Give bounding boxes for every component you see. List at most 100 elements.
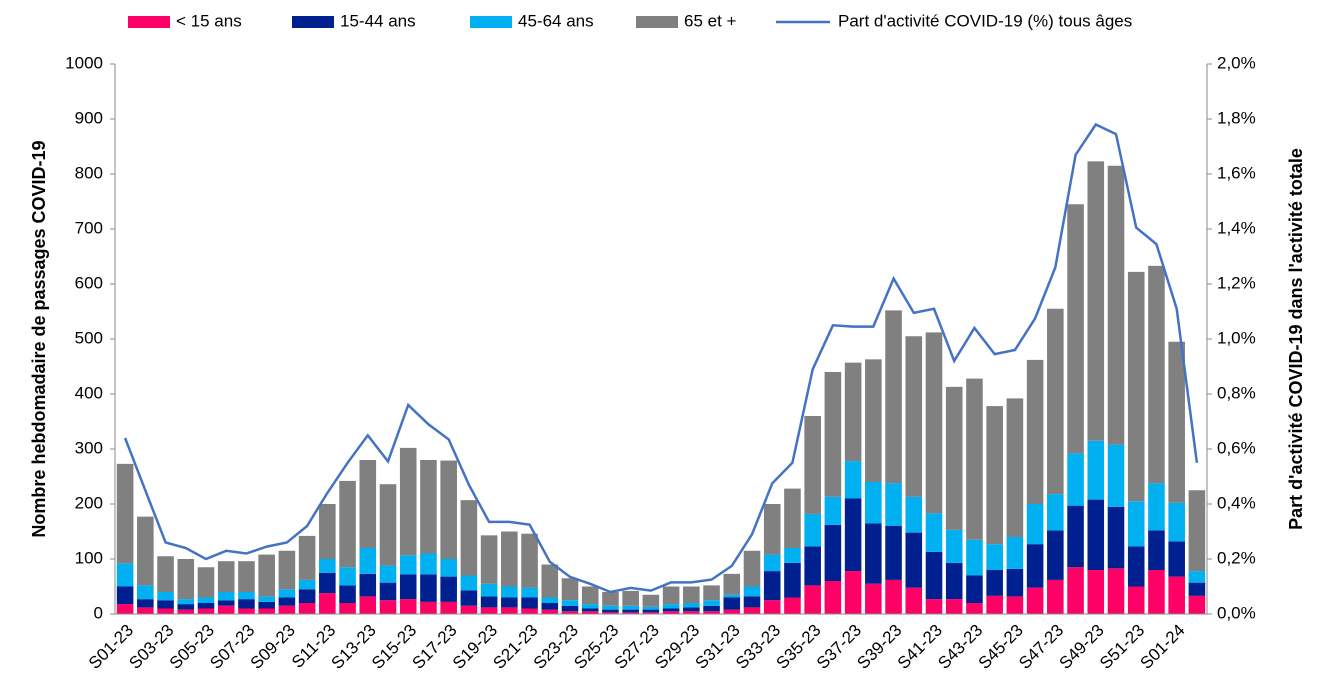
bar-segment bbox=[885, 526, 902, 580]
bar-segment bbox=[460, 500, 478, 576]
bar-segment bbox=[662, 586, 680, 605]
bar-segment bbox=[440, 601, 457, 614]
bar-segment bbox=[238, 599, 255, 609]
bar-segment bbox=[763, 600, 781, 614]
bar-segment bbox=[359, 596, 377, 614]
bar-segment bbox=[238, 592, 255, 600]
bar-segment bbox=[399, 574, 417, 600]
bar-segment bbox=[602, 592, 619, 606]
y2-tick-label: 2,0% bbox=[1217, 53, 1256, 72]
bar-segment bbox=[359, 548, 377, 574]
x-tick-label: S05-23 bbox=[166, 621, 218, 673]
bar-segment bbox=[460, 605, 478, 614]
bar-segment bbox=[743, 586, 761, 597]
x-tick-label: S25-23 bbox=[570, 621, 622, 673]
bar-segment bbox=[480, 535, 498, 584]
bar-segment bbox=[662, 611, 680, 614]
bar-segment bbox=[1188, 490, 1206, 572]
bar-segment bbox=[683, 611, 700, 614]
y-tick-label: 0 bbox=[94, 603, 103, 622]
bar-segment bbox=[885, 310, 902, 484]
bar-segment bbox=[501, 586, 518, 598]
bar-segment bbox=[501, 597, 518, 608]
y-tick-label: 600 bbox=[75, 273, 103, 292]
bar-segment bbox=[561, 611, 579, 614]
bar-segment bbox=[1087, 570, 1105, 614]
legend-swatch bbox=[128, 16, 170, 28]
bar-segment bbox=[1168, 576, 1185, 614]
bar-segment bbox=[642, 594, 660, 607]
x-tick-label: S47-23 bbox=[1015, 621, 1067, 673]
bar-segment bbox=[197, 603, 215, 609]
bar-segment bbox=[298, 603, 316, 614]
bar-segment bbox=[1107, 568, 1125, 614]
bar-segment bbox=[258, 601, 275, 609]
bar-segment bbox=[379, 565, 397, 583]
bar-segment bbox=[1067, 505, 1084, 568]
bar-segment bbox=[460, 575, 478, 591]
bar-segment bbox=[1127, 546, 1145, 587]
bar-segment bbox=[824, 524, 842, 581]
bar-segment bbox=[197, 567, 215, 598]
bar-segment bbox=[258, 596, 275, 602]
bar-segment bbox=[1087, 440, 1105, 500]
bar-segment bbox=[1067, 453, 1084, 506]
bar-segment bbox=[1188, 582, 1206, 596]
bar-segment bbox=[885, 483, 902, 526]
bar-segment bbox=[723, 594, 741, 598]
bar-segment bbox=[1168, 541, 1185, 577]
y-axis-title: Nombre hebdomadaire de passages COVID-19 bbox=[29, 140, 49, 537]
bar-segment bbox=[1127, 271, 1145, 502]
bar-segment bbox=[804, 416, 821, 514]
bar-segment bbox=[521, 608, 538, 614]
x-tick-label: S27-23 bbox=[611, 621, 663, 673]
bar-segment bbox=[1148, 530, 1165, 570]
bar-segment bbox=[298, 589, 316, 603]
x-tick-label: S07-23 bbox=[206, 621, 258, 673]
bar-segment bbox=[622, 609, 639, 613]
bar-segment bbox=[662, 604, 680, 609]
bar-segment bbox=[399, 555, 417, 575]
bar-segment bbox=[238, 608, 255, 614]
bar-segment bbox=[925, 332, 943, 514]
bar-segment bbox=[137, 585, 154, 600]
bar-segment bbox=[824, 372, 842, 497]
y2-tick-label: 0,6% bbox=[1217, 438, 1256, 457]
bar-segment bbox=[581, 611, 599, 614]
bar-segment bbox=[116, 586, 134, 605]
bar-segment bbox=[420, 553, 437, 575]
bar-segment bbox=[440, 460, 457, 559]
bar-segment bbox=[622, 605, 639, 610]
bar-segment bbox=[1087, 161, 1105, 441]
bar-segment bbox=[986, 595, 1003, 614]
bar-segment bbox=[1026, 359, 1044, 504]
bar-segment bbox=[784, 562, 801, 598]
bar-segment bbox=[784, 488, 801, 548]
bar-segment bbox=[319, 572, 336, 594]
bar-segment bbox=[804, 513, 821, 547]
bar-segment bbox=[217, 592, 235, 601]
bar-segment bbox=[379, 484, 397, 566]
bar-segment bbox=[925, 599, 943, 614]
bar-segment bbox=[278, 605, 296, 614]
bar-segment bbox=[602, 605, 619, 610]
bar-segment bbox=[157, 592, 174, 601]
x-tick-label: S51-23 bbox=[1096, 621, 1148, 673]
x-tick-label: S49-23 bbox=[1056, 621, 1108, 673]
y-tick-label: 400 bbox=[75, 383, 103, 402]
bar-segment bbox=[116, 563, 134, 587]
y2-tick-label: 0,0% bbox=[1217, 603, 1256, 622]
bar-segment bbox=[945, 599, 963, 614]
x-tick-label: S01-24 bbox=[1136, 621, 1188, 673]
bar-segment bbox=[1047, 308, 1064, 495]
y2-tick-label: 0,8% bbox=[1217, 383, 1256, 402]
x-tick-label: S31-23 bbox=[692, 621, 744, 673]
bar-segment bbox=[116, 604, 134, 614]
bar-segment bbox=[177, 609, 195, 614]
x-tick-label: S41-23 bbox=[894, 621, 946, 673]
bar-segment bbox=[1006, 568, 1024, 597]
x-tick-label: S19-23 bbox=[449, 621, 501, 673]
bar-segment bbox=[359, 460, 377, 548]
bar-segment bbox=[703, 605, 720, 612]
